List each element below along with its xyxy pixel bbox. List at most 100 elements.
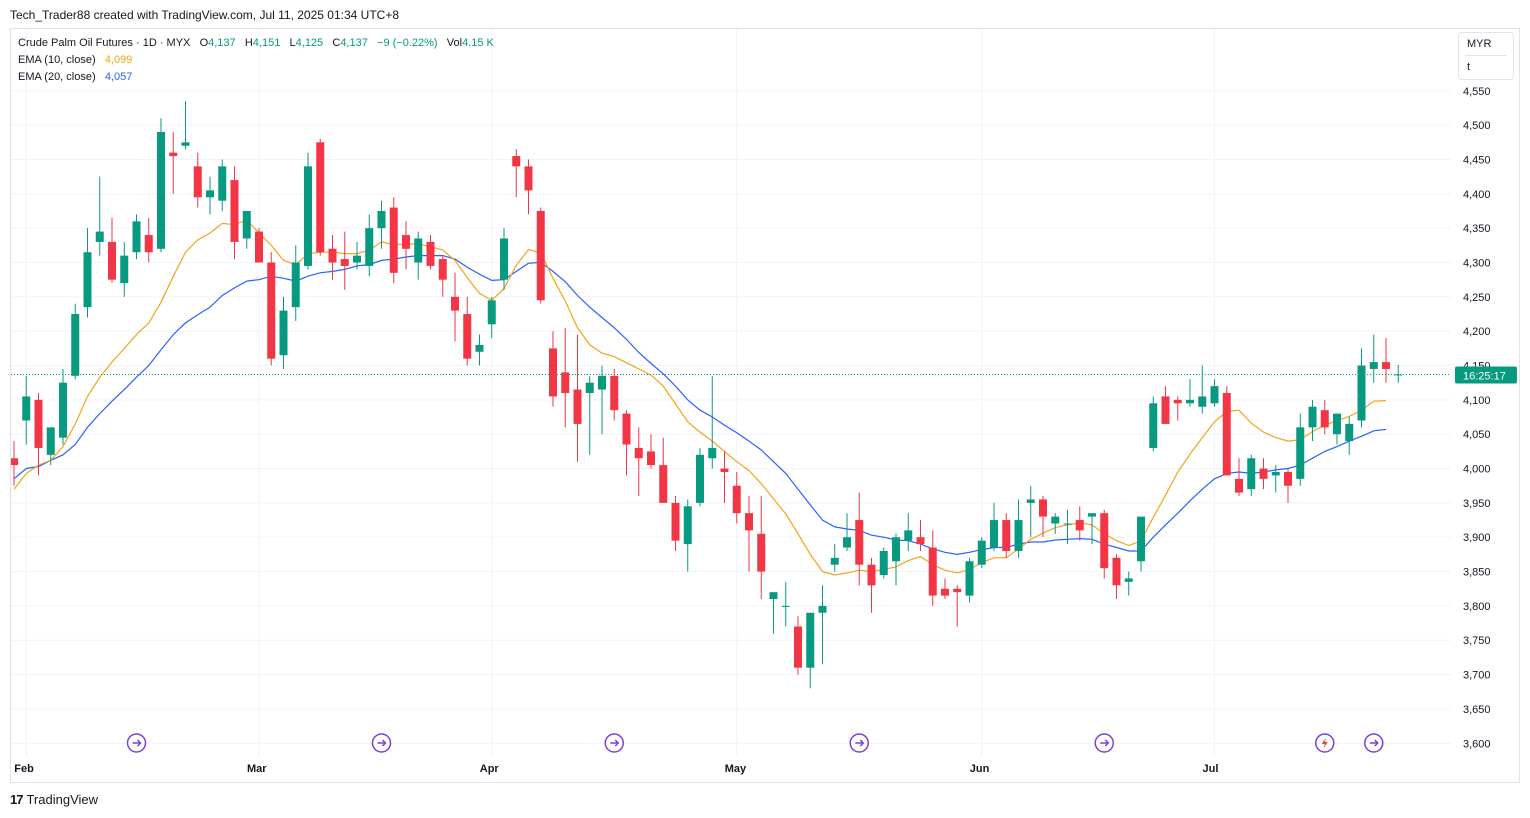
candle-body	[769, 592, 778, 600]
candle-body	[34, 399, 43, 448]
candle	[365, 214, 374, 277]
candle-body	[953, 588, 962, 593]
candle-body	[794, 626, 802, 668]
currency-unit-selector[interactable]: MYR t	[1458, 32, 1514, 80]
legend-ema20-row[interactable]: EMA (20, close) 4,057	[18, 69, 494, 86]
candle	[132, 214, 141, 260]
candle	[1039, 496, 1047, 538]
candle	[781, 581, 790, 627]
price-tick-label: 3,900	[1463, 532, 1491, 544]
price-axis: 3,600 3,650 3,700 3,750 3,800 3,850 3,900 3,950…	[1463, 86, 1491, 750]
candle	[1308, 399, 1317, 442]
symbol-name[interactable]: Crude Palm Oil Futures · 1D · MYX	[18, 37, 191, 49]
candle-body	[622, 413, 631, 445]
candle	[1124, 571, 1133, 596]
candle	[1235, 458, 1243, 497]
event-marker-icon[interactable]	[849, 733, 869, 753]
candle	[1161, 386, 1170, 424]
footer-brand[interactable]: 17 TradingView	[10, 792, 98, 807]
candle	[1357, 348, 1366, 428]
candle-body	[108, 241, 116, 280]
candle	[1112, 554, 1121, 600]
tradingview-logo-icon: 17	[10, 792, 24, 807]
candle-body	[1063, 523, 1072, 525]
arrow-glyph	[855, 739, 865, 747]
countdown-label: 16:25:17	[1463, 370, 1506, 382]
price-tick-label: 4,000	[1463, 464, 1491, 476]
candle-body	[928, 547, 937, 596]
candle	[291, 245, 300, 321]
candle	[671, 496, 680, 551]
candle	[34, 393, 43, 476]
candle	[585, 375, 594, 455]
candle	[1394, 364, 1403, 383]
candle	[1284, 468, 1292, 503]
candle	[1075, 506, 1084, 541]
candle	[561, 327, 570, 428]
candle-body	[1173, 399, 1182, 404]
candle	[549, 331, 557, 407]
price-tick-label: 4,050	[1463, 429, 1491, 441]
currency-label: MYR	[1467, 38, 1492, 50]
candle-body	[230, 180, 239, 242]
candle-body	[1284, 471, 1292, 486]
candle	[965, 557, 974, 603]
candle-body	[402, 235, 410, 249]
candles	[11, 101, 1403, 689]
arrow-glyph	[1369, 739, 1379, 747]
candle	[524, 159, 533, 215]
event-marker-icon[interactable]	[1364, 733, 1384, 753]
candle-body	[193, 166, 202, 198]
candle	[1247, 454, 1256, 497]
legend-ema10-row[interactable]: EMA (10, close) 4,099	[18, 52, 494, 69]
dividend-marker-icon[interactable]	[1315, 733, 1335, 753]
candle-body	[1075, 520, 1084, 531]
price-tick-label: 3,850	[1463, 567, 1491, 579]
price-chart[interactable]: 3,600 3,650 3,700 3,750 3,800 3,850 3,900 3,950…	[11, 29, 1519, 782]
candle	[46, 427, 55, 466]
candle-body	[1333, 413, 1341, 435]
candle-body	[830, 557, 839, 565]
candle-body	[806, 612, 815, 668]
candle-body	[1026, 499, 1035, 503]
candle	[181, 101, 190, 150]
candle-body	[732, 485, 741, 514]
candle	[892, 533, 900, 586]
ema20-label: EMA (20, close)	[18, 71, 96, 83]
candle-body	[855, 520, 864, 565]
event-marker-icon[interactable]	[126, 733, 147, 753]
candle	[1186, 379, 1194, 407]
price-tick-label: 4,300	[1463, 258, 1491, 270]
candle	[500, 228, 508, 290]
candle	[255, 228, 263, 263]
candle-body	[500, 238, 508, 280]
candle-body	[144, 235, 153, 253]
candle-body	[1382, 362, 1390, 369]
candle	[879, 547, 888, 579]
event-marker-icon[interactable]	[604, 733, 624, 753]
event-marker-icon[interactable]	[1094, 733, 1114, 753]
candle-body	[11, 458, 18, 466]
price-tick-label: 3,950	[1463, 498, 1491, 510]
candle-body	[1247, 458, 1256, 490]
candle	[157, 118, 165, 253]
candle-body	[683, 506, 692, 545]
candle	[267, 252, 276, 366]
candle-body	[1088, 513, 1096, 517]
vol-value: 4.15 K	[462, 37, 494, 49]
arrow-glyph	[132, 739, 142, 747]
arrow-glyph	[610, 739, 620, 747]
event-marker-icon[interactable]	[371, 733, 392, 753]
candle	[1137, 516, 1145, 572]
candle-body	[524, 166, 533, 191]
candle-body	[892, 537, 900, 562]
candle-body	[1308, 406, 1317, 428]
candle-body	[745, 513, 753, 531]
candle-body	[365, 228, 374, 266]
price-tick-label: 4,500	[1463, 120, 1491, 132]
candle-body	[1296, 427, 1305, 479]
candle	[316, 138, 325, 256]
candle-body	[561, 372, 570, 393]
candle-body	[965, 561, 974, 596]
time-tick-label: Jul	[1203, 763, 1219, 775]
